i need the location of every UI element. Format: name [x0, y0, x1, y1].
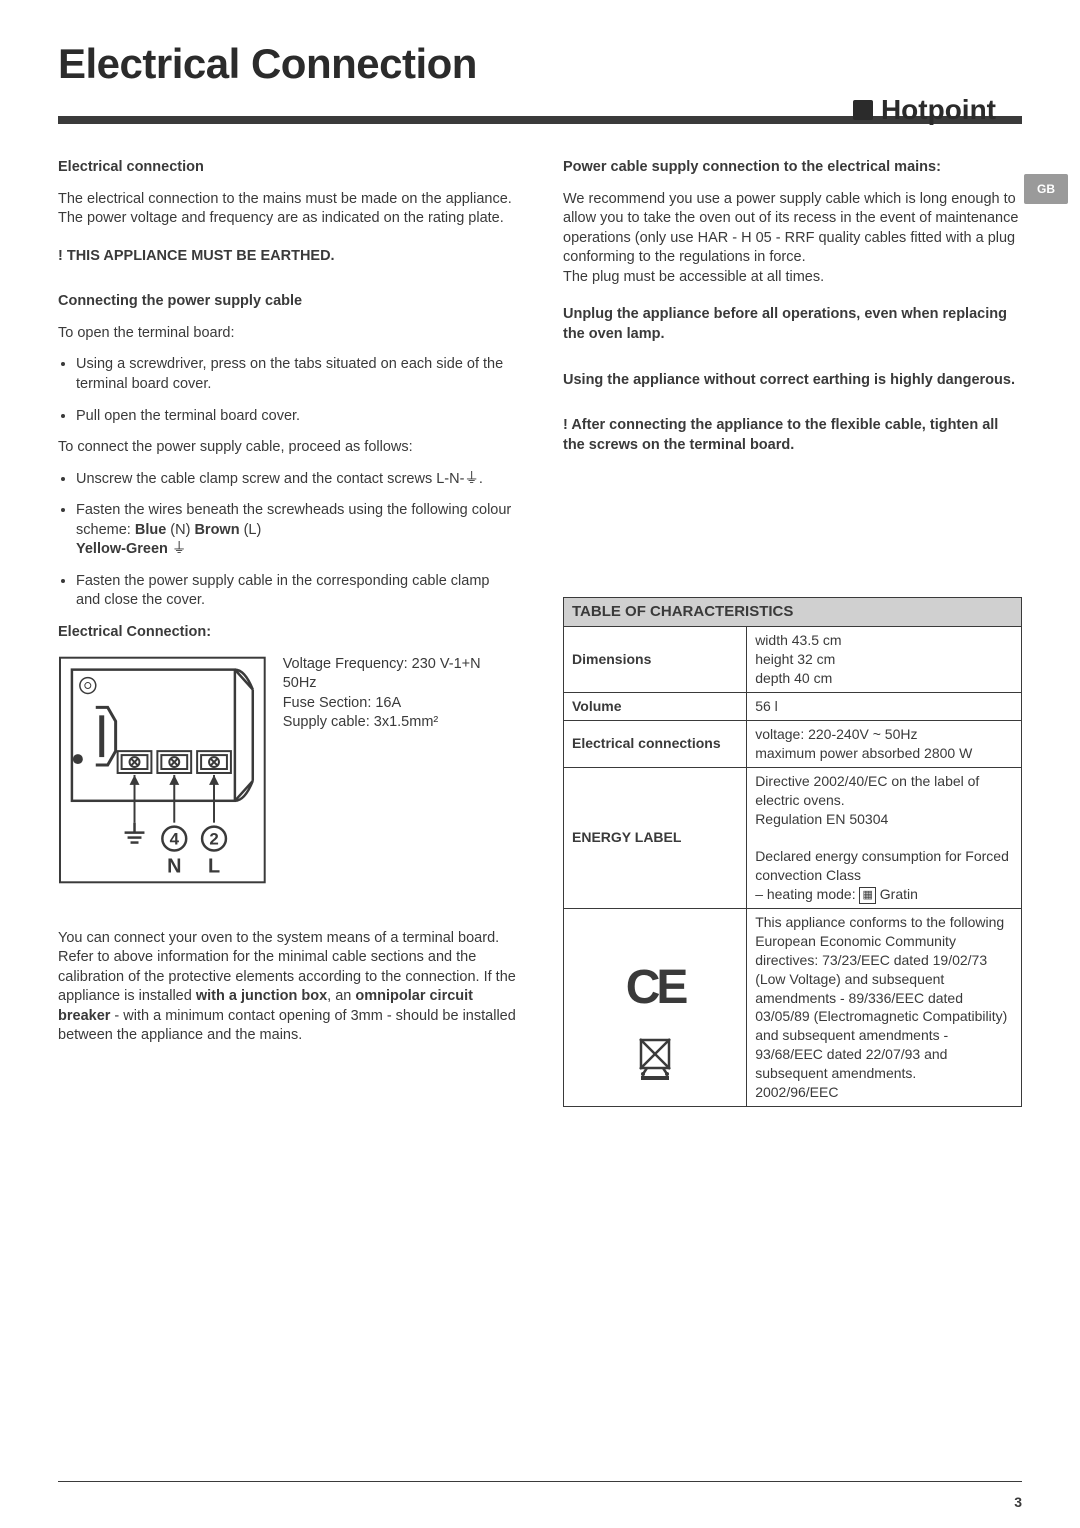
warning-earthing: Using the appliance without correct eart…: [563, 371, 1022, 391]
page: Electrical Connection Hotpoint GB Electr…: [0, 0, 1080, 1528]
table-value: width 43.5 cm height 32 cm depth 40 cm: [747, 627, 1022, 693]
warning-unplug: Unplug the appliance before all operatio…: [563, 305, 1022, 344]
table-row: Volume 56 l: [564, 693, 1022, 721]
list-item: Using a screwdriver, press on the tabs s…: [76, 355, 517, 394]
list-item: Unscrew the cable clamp screw and the co…: [76, 470, 517, 490]
para-recommend: We recommend you use a power supply cabl…: [563, 190, 1022, 288]
table-label-ce: CE: [564, 909, 747, 1107]
subhead-electrical-connection-2: Electrical Connection:: [58, 623, 517, 643]
text: Declared energy consumption for Forced c…: [755, 848, 1009, 883]
text: 2002/96/EEC: [755, 1084, 838, 1100]
columns: Electrical connection The electrical con…: [58, 158, 1022, 1107]
earth-symbol: ⏚: [168, 541, 187, 557]
subhead-power-cable: Power cable supply connection to the ele…: [563, 158, 1022, 178]
language-tab: GB: [1024, 174, 1068, 204]
warning-earthed: ! THIS APPLIANCE MUST BE EARTHED.: [58, 247, 517, 267]
table-value: Directive 2002/40/EC on the label of ele…: [747, 767, 1022, 908]
diagram-caption: Voltage Frequency: 230 V-1+N 50Hz Fuse S…: [283, 655, 517, 733]
para-junction-box: You can connect your oven to the system …: [58, 929, 517, 1046]
subhead-connecting-cable: Connecting the power supply cable: [58, 292, 517, 312]
table-row: ENERGY LABEL Directive 2002/40/EC on the…: [564, 767, 1022, 908]
text: Regulation EN 50304: [755, 811, 888, 827]
table-row: Dimensions width 43.5 cm height 32 cm de…: [564, 627, 1022, 693]
list-connect-cable: Unscrew the cable clamp screw and the co…: [58, 470, 517, 611]
color-yellow-green: Yellow-Green: [76, 541, 168, 557]
para-connect-cable: To connect the power supply cable, proce…: [58, 438, 517, 458]
table-row: Electrical connections voltage: 220-240V…: [564, 721, 1022, 768]
diagram-block: 4 2 N L Voltage Frequency: 230 V-1+N 50H…: [58, 655, 517, 885]
table-value: This appliance conforms to the following…: [747, 909, 1022, 1107]
para-open-board: To open the terminal board:: [58, 324, 517, 344]
svg-text:N: N: [167, 855, 181, 877]
right-column: Power cable supply connection to the ele…: [563, 158, 1022, 1107]
brand-logo: Hotpoint: [853, 94, 996, 126]
para-intro: The electrical connection to the mains m…: [58, 190, 517, 229]
footer-rule: [58, 1481, 1022, 1483]
page-title: Electrical Connection: [58, 40, 1022, 88]
svg-text:L: L: [208, 855, 220, 877]
brand-square-icon: [853, 100, 873, 120]
table-label: Volume: [564, 693, 747, 721]
color-blue: Blue: [135, 522, 166, 538]
list-item: Fasten the power supply cable in the cor…: [76, 572, 517, 611]
table-label: Dimensions: [564, 627, 747, 693]
svg-text:2: 2: [209, 829, 218, 848]
table-row: CE This appliance co: [564, 909, 1022, 1107]
svg-text:4: 4: [170, 829, 180, 848]
text: Gratin: [880, 886, 918, 902]
characteristics-table: TABLE OF CHARACTERISTICS Dimensions widt…: [563, 597, 1022, 1107]
brand-text: Hotpoint: [881, 94, 996, 126]
warning-tighten: ! After connecting the appliance to the …: [563, 416, 1022, 455]
table-label: Electrical connections: [564, 721, 747, 768]
text: We recommend you use a power supply cabl…: [563, 191, 1018, 266]
left-column: Electrical connection The electrical con…: [58, 158, 517, 1107]
text: – heating mode:: [755, 886, 855, 902]
list-item: Pull open the terminal board cover.: [76, 407, 517, 427]
list-item: Fasten the wires beneath the screwheads …: [76, 501, 517, 560]
text-bold: with a junction box: [196, 988, 327, 1004]
table-label: ENERGY LABEL: [564, 767, 747, 908]
terminal-diagram-icon: 4 2 N L: [58, 655, 267, 885]
list-open-board: Using a screwdriver, press on the tabs s…: [58, 355, 517, 426]
table-value: 56 l: [747, 693, 1022, 721]
color-brown: Brown: [194, 522, 239, 538]
text: The plug must be accessible at all times…: [563, 269, 824, 285]
text: , an: [327, 988, 355, 1004]
text: (N): [166, 522, 194, 538]
gratin-mode-icon: ▦: [859, 887, 875, 904]
subhead-electrical-connection: Electrical connection: [58, 158, 517, 178]
text: Directive 2002/40/EC on the label of ele…: [755, 773, 979, 808]
table-header: TABLE OF CHARACTERISTICS: [564, 598, 1022, 627]
weee-bin-icon: [635, 1034, 675, 1080]
ce-mark-icon: CE: [572, 956, 738, 1021]
page-number: 3: [1014, 1494, 1022, 1510]
text: (L): [240, 522, 262, 538]
text: This appliance conforms to the following…: [755, 914, 1007, 1081]
table-value: voltage: 220-240V ~ 50Hz maximum power a…: [747, 721, 1022, 768]
text: - with a minimum contact opening of 3mm …: [58, 1008, 516, 1044]
